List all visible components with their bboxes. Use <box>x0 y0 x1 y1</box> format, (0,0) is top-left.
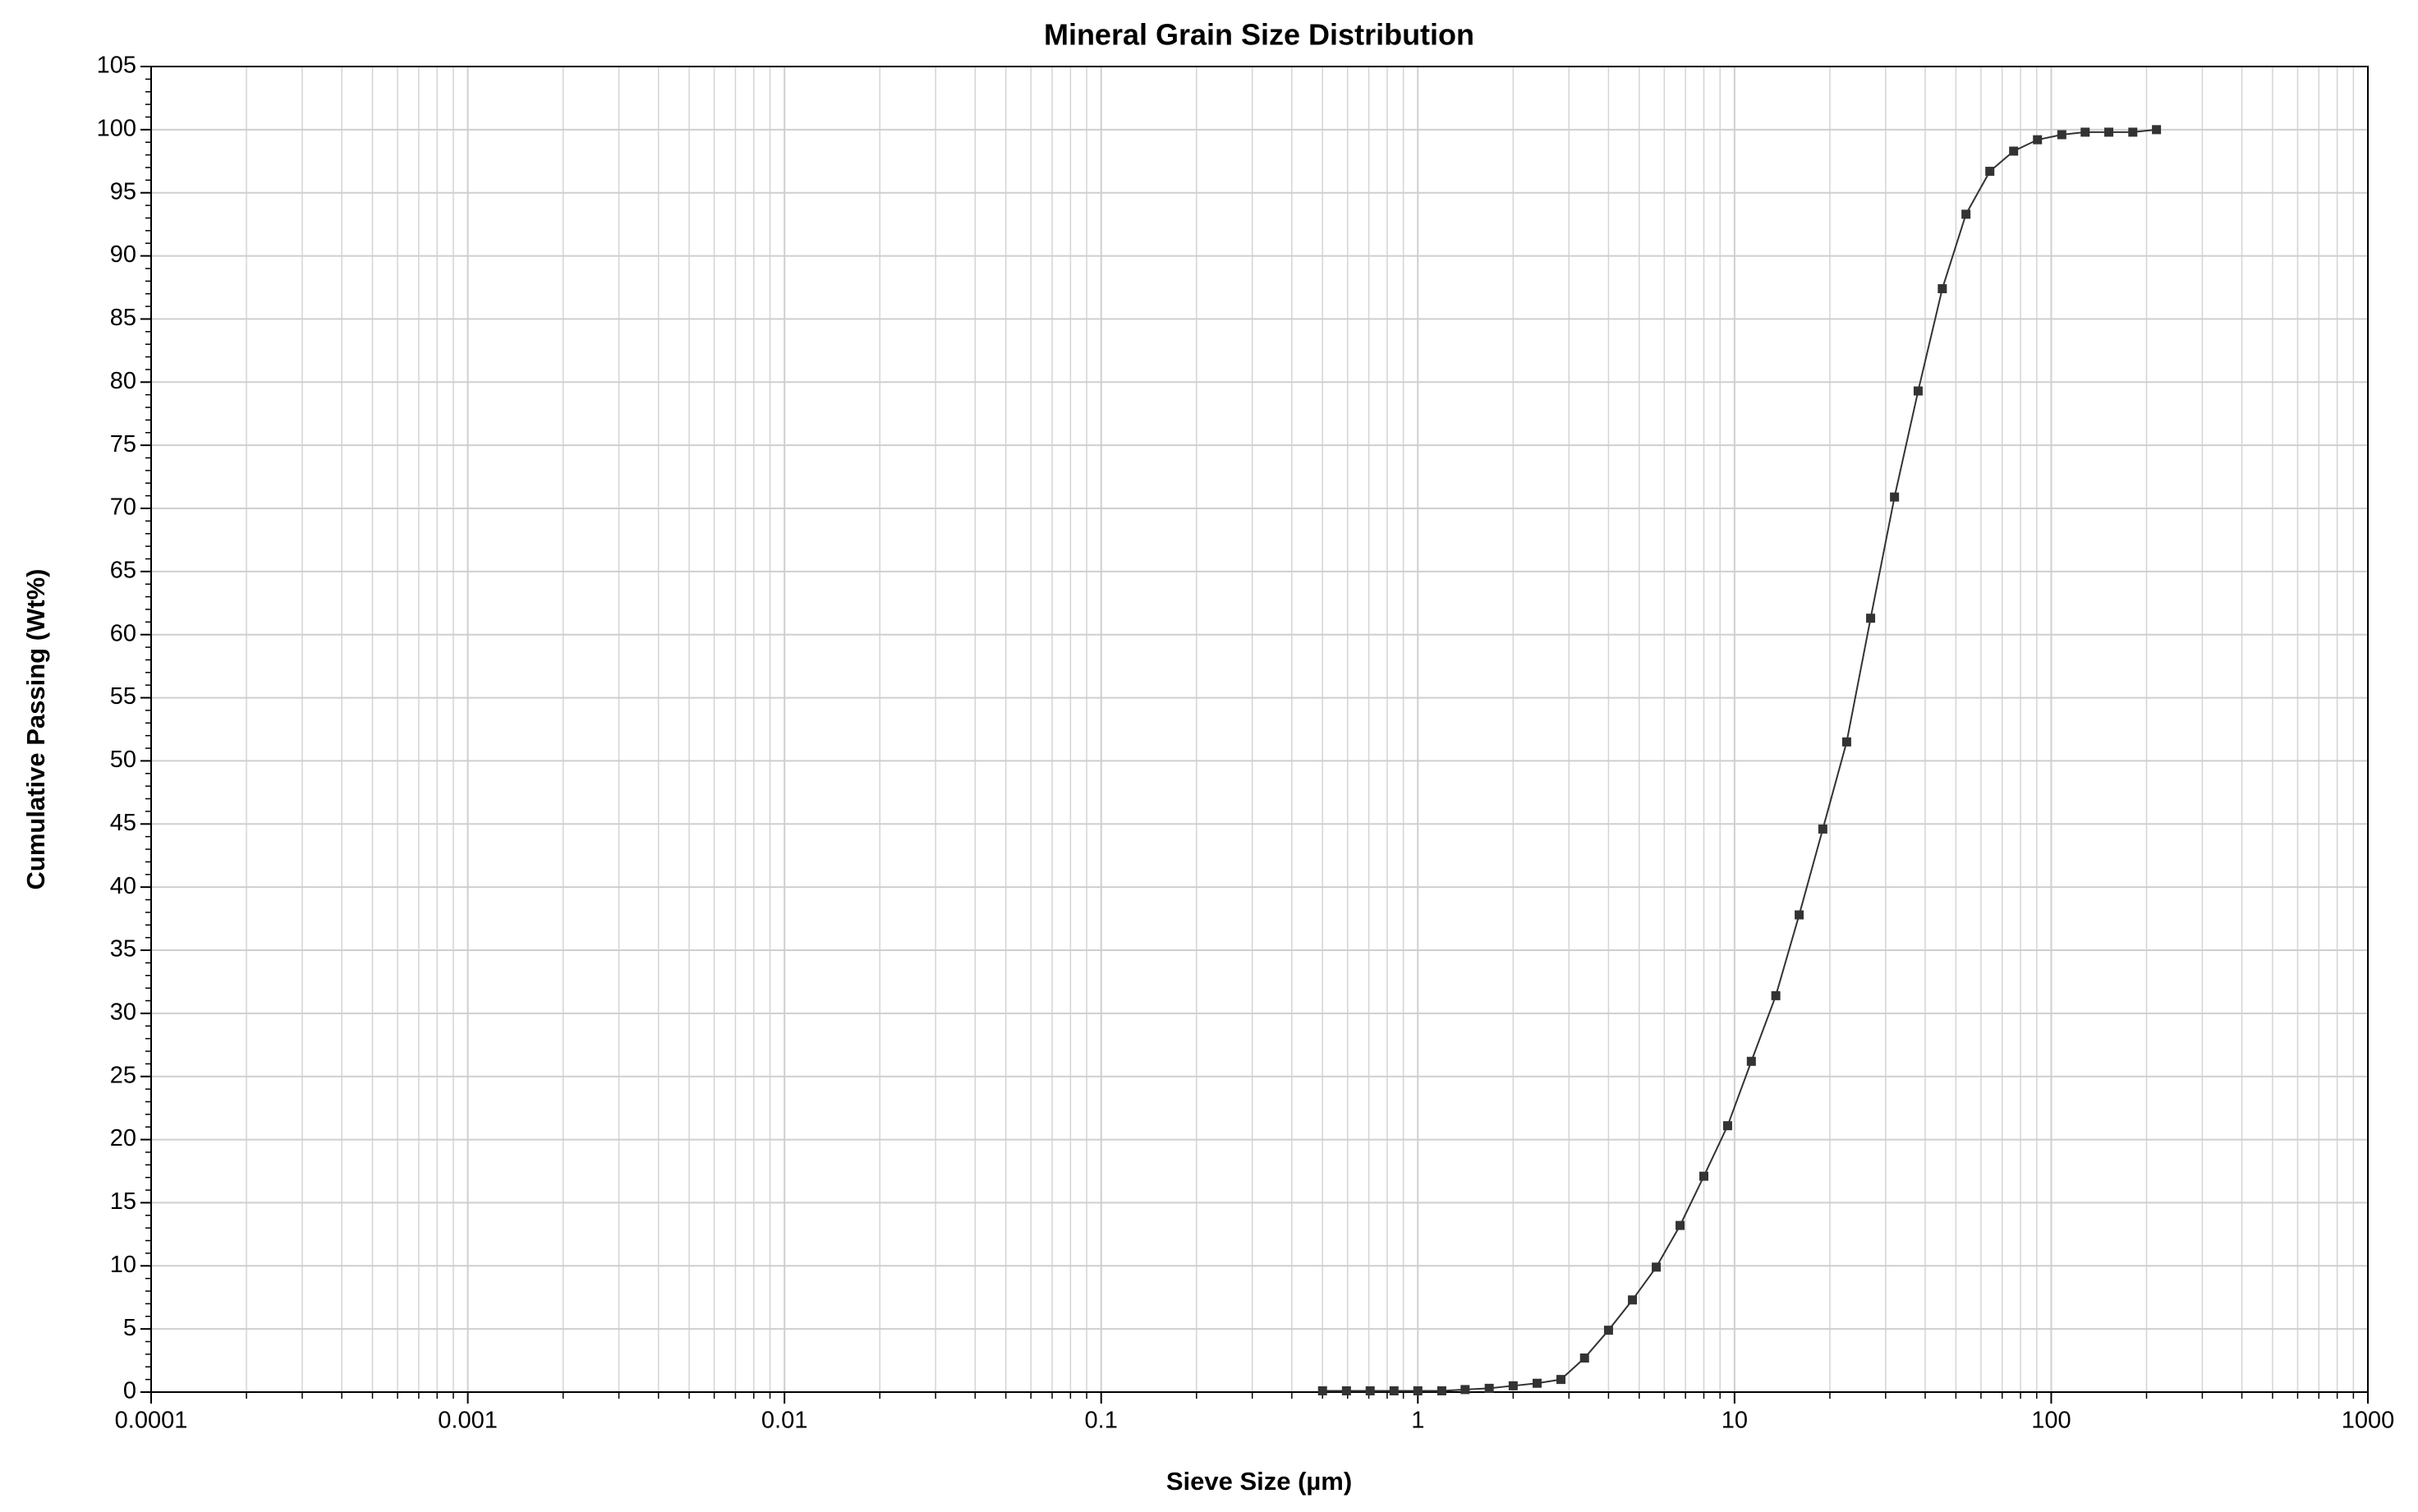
y-tick-label: 50 <box>110 747 136 773</box>
data-point <box>1508 1381 1518 1390</box>
data-point <box>1484 1383 1494 1393</box>
y-tick-label: 20 <box>110 1125 136 1151</box>
data-point <box>1341 1386 1351 1395</box>
data-point <box>1317 1386 1327 1395</box>
y-tick-label: 80 <box>110 368 136 394</box>
x-tick-label: 0.001 <box>438 1408 498 1434</box>
data-point <box>1722 1121 1732 1131</box>
data-point <box>1866 614 1876 623</box>
data-point <box>2057 130 2066 140</box>
data-point <box>1437 1386 1446 1395</box>
data-point <box>1913 386 1923 396</box>
data-point <box>1652 1262 1662 1272</box>
data-point <box>1795 910 1804 920</box>
data-point <box>1985 167 1995 177</box>
data-point <box>1365 1386 1375 1395</box>
x-tick-label: 1 <box>1411 1408 1424 1434</box>
data-point <box>2128 127 2138 137</box>
y-tick-label: 95 <box>110 178 136 205</box>
x-tick-label: 0.01 <box>761 1408 807 1434</box>
data-point <box>1389 1386 1399 1395</box>
y-tick-label: 25 <box>110 1062 136 1088</box>
data-point <box>1603 1326 1613 1335</box>
data-point <box>1961 209 1971 219</box>
data-point <box>1532 1378 1542 1388</box>
y-tick-label: 75 <box>110 431 136 457</box>
plot-frame <box>150 66 2369 1393</box>
x-tick-label: 10 <box>1722 1408 1748 1434</box>
data-point <box>1460 1385 1470 1395</box>
y-tick-label: 45 <box>110 810 136 836</box>
data-point <box>1771 990 1781 1000</box>
y-tick-label: 65 <box>110 558 136 584</box>
y-tick-label: 70 <box>110 494 136 521</box>
y-tick-label: 30 <box>110 1000 136 1026</box>
x-tick-label: 100 <box>2031 1408 2071 1434</box>
y-tick-label: 0 <box>123 1378 136 1404</box>
data-point <box>1579 1353 1589 1363</box>
y-tick-label: 40 <box>110 873 136 899</box>
y-tick-label: 55 <box>110 683 136 710</box>
data-point <box>1628 1295 1638 1305</box>
y-tick-label: 5 <box>123 1315 136 1341</box>
data-point <box>1938 284 1947 294</box>
y-tick-label: 100 <box>97 116 136 142</box>
y-tick-label: 35 <box>110 936 136 963</box>
x-axis-label: Sieve Size (µm) <box>1166 1467 1352 1496</box>
data-point <box>1841 737 1851 747</box>
data-point <box>2152 125 2162 135</box>
data-point <box>1746 1056 1756 1066</box>
data-point <box>2104 127 2114 137</box>
data-point <box>2080 127 2090 137</box>
data-point <box>1890 492 1900 502</box>
data-point <box>1818 824 1827 834</box>
x-tick-label: 1000 <box>2342 1408 2395 1434</box>
y-tick-label: 85 <box>110 305 136 331</box>
y-axis-label: Cumulative Passing (Wt%) <box>21 569 50 890</box>
y-tick-label: 105 <box>97 53 136 79</box>
y-tick-label: 60 <box>110 620 136 646</box>
chart-title: Mineral Grain Size Distribution <box>1044 18 1474 52</box>
y-tick-label: 15 <box>110 1188 136 1215</box>
data-point <box>1413 1386 1423 1395</box>
data-point <box>1556 1375 1565 1385</box>
x-tick-label: 0.1 <box>1085 1408 1118 1434</box>
y-tick-label: 90 <box>110 241 136 268</box>
data-point <box>1676 1220 1685 1230</box>
data-point <box>2033 135 2043 145</box>
x-tick-label: 0.0001 <box>115 1408 188 1434</box>
y-tick-label: 10 <box>110 1252 136 1278</box>
data-point <box>1699 1171 1708 1181</box>
data-point <box>2009 146 2019 156</box>
